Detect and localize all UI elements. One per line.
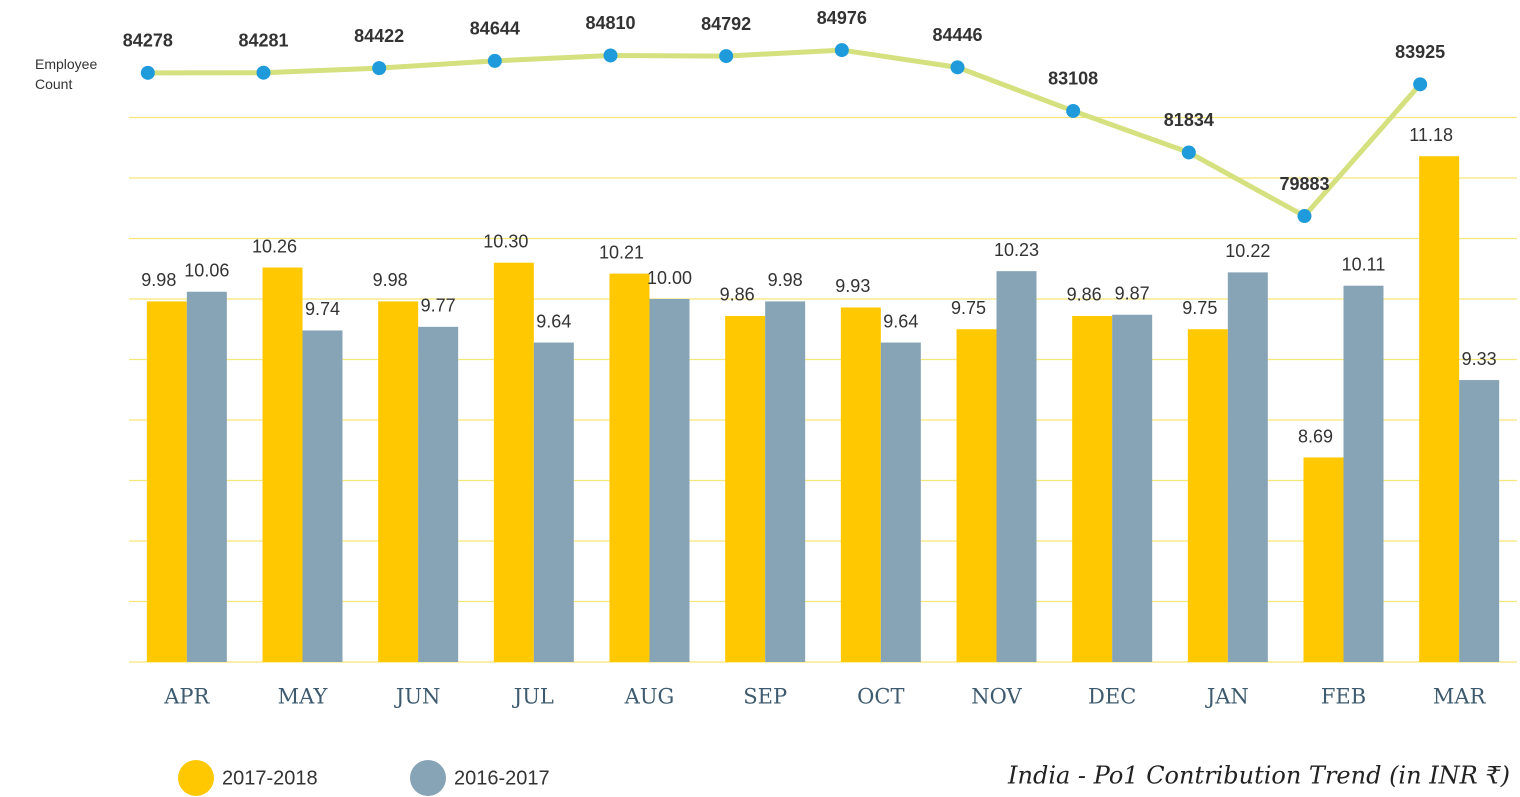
line-data-label: 81834: [1164, 110, 1214, 130]
bar: [765, 301, 806, 662]
line: [147, 47, 1423, 220]
data-label: 10.21: [599, 242, 644, 262]
data-label: 9.64: [536, 311, 571, 331]
x-tick-label: MAY: [278, 685, 329, 709]
line-data-label: 84792: [701, 14, 751, 34]
line-marker: [372, 61, 387, 76]
bar: [1112, 314, 1153, 662]
bar: [880, 342, 921, 662]
data-label: 9.77: [421, 296, 456, 316]
line-marker: [1297, 209, 1312, 224]
data-label: 9.75: [951, 298, 986, 318]
bar: [533, 342, 574, 662]
data-label: 9.98: [141, 270, 176, 290]
x-tick-label: JUL: [512, 685, 554, 709]
data-label: 10.00: [647, 268, 692, 288]
bar: [609, 273, 650, 662]
line-marker: [487, 53, 502, 68]
data-label: 9.98: [768, 270, 803, 290]
x-tick-label: DEC: [1088, 685, 1136, 709]
x-tick-label: OCT: [857, 685, 904, 709]
x-tick-label: APR: [163, 685, 210, 709]
data-label: 9.87: [1115, 283, 1150, 303]
bar: [1187, 329, 1228, 662]
line-marker: [1413, 77, 1428, 92]
line-data-label: 84810: [585, 13, 635, 33]
line-data-label: 84644: [470, 19, 520, 39]
line-marker: [1181, 145, 1196, 160]
y2-axis-label: Employee Count: [35, 56, 98, 92]
data-label: 11.18: [1409, 125, 1453, 145]
data-label: 10.26: [252, 236, 297, 256]
line-data-label: 83108: [1048, 69, 1098, 89]
line-data-label: 84278: [123, 31, 173, 51]
data-label: 9.74: [305, 299, 340, 319]
bar: [418, 326, 459, 662]
legend-label: 2016-2017: [454, 767, 550, 789]
bar: [262, 267, 303, 662]
bar: [1072, 315, 1113, 662]
data-label: 9.33: [1462, 349, 1497, 369]
x-tick-label: SEP: [743, 685, 787, 709]
bar: [649, 299, 690, 662]
x-tick-label: JUN: [394, 685, 441, 709]
bar: [302, 330, 343, 662]
line-data-label: 83925: [1395, 42, 1445, 62]
chart-title: India - Po1 Contribution Trend (in INR ₹…: [1007, 762, 1510, 790]
bar: [956, 329, 997, 662]
data-label: 9.86: [1067, 285, 1102, 305]
data-label: 10.23: [994, 240, 1039, 260]
x-tick-label: JAN: [1205, 685, 1249, 709]
x-tick-label: NOV: [971, 685, 1022, 709]
bar: [146, 301, 187, 662]
line-data-label: 84446: [932, 25, 982, 45]
data-label: 9.93: [835, 276, 870, 296]
bar: [493, 262, 534, 662]
line-marker: [256, 65, 271, 80]
data-label: 9.86: [720, 285, 755, 305]
bar: [1303, 457, 1344, 662]
bar: [840, 307, 881, 662]
data-label: 8.69: [1298, 426, 1333, 446]
data-label: 10.11: [1342, 254, 1386, 274]
legend-swatch: [178, 760, 214, 796]
line-marker: [719, 49, 734, 64]
bar: [378, 301, 419, 662]
data-label: 10.22: [1225, 241, 1270, 261]
bar: [1227, 272, 1268, 662]
line-marker: [140, 65, 155, 80]
legend-label: 2017-2018: [222, 767, 318, 789]
line-marker: [834, 43, 849, 58]
data-label: 10.06: [184, 260, 229, 280]
bar: [1419, 156, 1460, 662]
legend-swatch: [410, 760, 446, 796]
data-label: 10.30: [483, 231, 528, 251]
x-tick-label: AUG: [624, 685, 675, 709]
data-label: 9.64: [883, 311, 918, 331]
line-marker: [1066, 103, 1081, 118]
line-data-label: 84976: [817, 8, 867, 28]
x-tick-label: MAR: [1433, 685, 1487, 709]
data-label: 9.98: [373, 270, 408, 290]
bar: [1343, 285, 1384, 662]
bar: [1459, 380, 1500, 662]
line-data-label: 84422: [354, 26, 404, 46]
data-label: 9.75: [1182, 298, 1217, 318]
line-marker: [603, 48, 618, 63]
line-data-label: 84281: [238, 30, 288, 50]
line-marker: [950, 60, 965, 75]
x-tick-label: FEB: [1321, 685, 1366, 709]
bar: [725, 315, 766, 662]
line-data-label: 79883: [1279, 174, 1329, 194]
bar: [186, 291, 227, 662]
bar: [996, 271, 1037, 662]
